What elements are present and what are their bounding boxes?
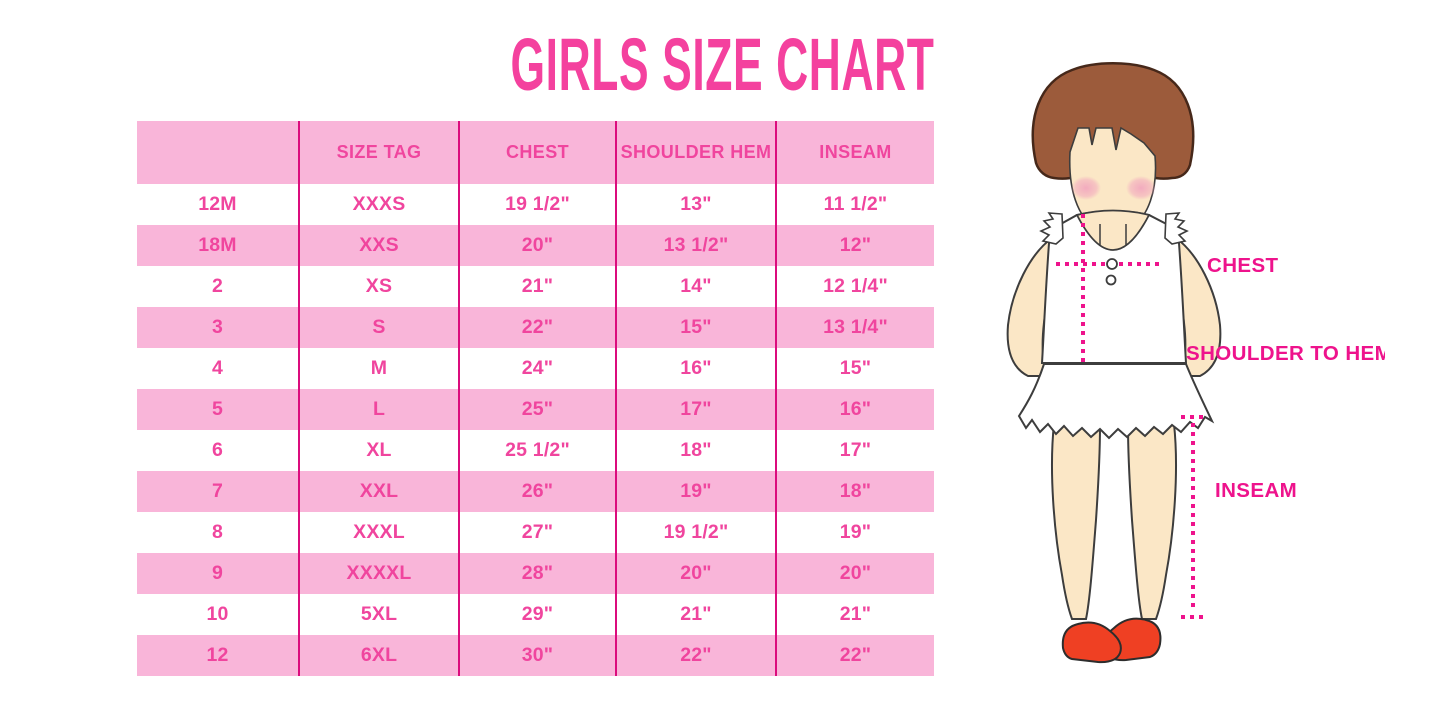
table-cell: 18" — [776, 471, 934, 512]
girl-top-button-2 — [1105, 274, 1117, 286]
table-row: 18M XXS 20" 13 1/2" 12" — [137, 225, 934, 266]
girl-top-button-1 — [1106, 258, 1118, 270]
girl-measurement-diagram: CHEST SHOULDER TO HEM INSEAM — [1006, 62, 1385, 664]
table-row: 7 XXL 26" 19" 18" — [137, 471, 934, 512]
table-cell: XXXXL — [299, 553, 460, 594]
table-cell: 26" — [459, 471, 617, 512]
table-cell: 13 1/2" — [616, 225, 777, 266]
column-header-chest: CHEST — [459, 121, 617, 184]
table-cell: 19" — [616, 471, 777, 512]
table-cell: 15" — [839, 357, 872, 379]
table-cell: 19 1/2" — [616, 512, 777, 553]
table-cell: 17" — [616, 389, 777, 430]
table-header-row: SIZE TAG CHEST SHOULDER HEM INSEAM — [137, 121, 934, 184]
table-cell: 27" — [459, 512, 617, 553]
girl-shoe-left — [1061, 621, 1122, 664]
table-cell: M — [299, 348, 460, 389]
table-cell: 3 — [137, 307, 300, 348]
girl-skirt — [1017, 363, 1215, 440]
girl-leg-left — [1051, 422, 1102, 620]
inseam-label: INSEAM — [1215, 479, 1297, 502]
table-cell: 24" — [459, 348, 617, 389]
table-cell: S — [299, 307, 460, 348]
table-cell: 12 1/4" — [823, 275, 888, 297]
table-cell: 4 — [137, 348, 300, 389]
table-cell: 16" — [616, 348, 777, 389]
table-cell: XL — [299, 430, 460, 471]
column-header-size-tag: SIZE TAG — [299, 121, 460, 184]
table-cell: 29" — [459, 594, 617, 635]
table-cell: 14" — [616, 266, 777, 307]
table-row: 5 L 25" 17" 16" — [137, 389, 934, 430]
girl-blush-left — [1071, 176, 1101, 200]
column-header-size — [137, 121, 300, 184]
column-header-shoulder-hem: SHOULDER HEM — [616, 121, 777, 184]
table-cell: 22" — [616, 635, 777, 676]
table-cell: 10 — [137, 594, 300, 635]
table-cell: 19" — [839, 521, 872, 543]
table-cell: 18" — [616, 430, 777, 471]
table-row: 6 XL 25 1/2" 18" 17" — [137, 430, 934, 471]
chest-label: CHEST — [1207, 254, 1279, 277]
table-cell: 30" — [459, 635, 617, 676]
table-cell: 5 — [137, 389, 300, 430]
table-cell: 22" — [776, 635, 934, 676]
table-cell: 20" — [776, 553, 934, 594]
table-cell: XXL — [299, 471, 460, 512]
size-table: SIZE TAG CHEST SHOULDER HEM INSEAM 12M X… — [137, 121, 934, 676]
page-title: GIRLS SIZE CHART — [510, 23, 935, 106]
table-cell: 21" — [616, 594, 777, 635]
girl-blush-right — [1126, 176, 1156, 200]
table-row: 12 6XL 30" 22" 22" — [137, 635, 934, 676]
girl-ruffle-right — [1164, 212, 1189, 245]
table-cell: 12 — [137, 635, 300, 676]
table-row: 10 5XL 29" 21" 21" — [137, 594, 934, 635]
table-cell: XXXS — [299, 184, 460, 225]
table-cell: 12" — [776, 225, 934, 266]
table-cell: L — [299, 389, 460, 430]
table-cell: 11 1/2" — [823, 193, 888, 215]
table-cell: 22" — [459, 307, 617, 348]
table-cell: 13" — [616, 184, 777, 225]
girl-leg-right — [1126, 422, 1177, 620]
table-row: 9 XXXXL 28" 20" 20" — [137, 553, 934, 594]
table-cell: 25 1/2" — [459, 430, 617, 471]
table-cell: 5XL — [299, 594, 460, 635]
table-cell: 19 1/2" — [459, 184, 617, 225]
girl-ruffle-left — [1039, 212, 1064, 245]
table-row: 2 XS 21" 14" 12 1/4" — [137, 266, 934, 307]
table-cell: 21" — [839, 603, 872, 625]
table-cell: 15" — [616, 307, 777, 348]
table-cell: 6XL — [299, 635, 460, 676]
table-cell: 7 — [137, 471, 300, 512]
table-cell: 8 — [137, 512, 300, 553]
table-cell: 6 — [137, 430, 300, 471]
table-cell: 20" — [459, 225, 617, 266]
column-header-inseam: INSEAM — [776, 121, 934, 184]
table-row: 12M XXXS 19 1/2" 13" 11 1/2" — [137, 184, 934, 225]
table-cell: XXXL — [299, 512, 460, 553]
girl-neck-lines — [1099, 224, 1127, 246]
table-cell: 28" — [459, 553, 617, 594]
table-cell: 25" — [459, 389, 617, 430]
table-cell: 18M — [137, 225, 300, 266]
table-cell: 13 1/4" — [776, 307, 934, 348]
girl-neckline — [1075, 209, 1151, 251]
table-row: 8 XXXL 27" 19 1/2" 19" — [137, 512, 934, 553]
table-row: 4 M 24" 16" 15" — [137, 348, 934, 389]
table-cell: 9 — [137, 553, 300, 594]
shoulder-to-hem-label: SHOULDER TO HEM — [1186, 342, 1385, 365]
table-cell: 2 — [137, 266, 300, 307]
table-cell: XXS — [299, 225, 460, 266]
table-cell: 16" — [776, 389, 934, 430]
table-cell: 20" — [616, 553, 777, 594]
table-cell: XS — [299, 266, 460, 307]
table-cell: 17" — [839, 439, 872, 461]
table-row: 3 S 22" 15" 13 1/4" — [137, 307, 934, 348]
table-cell: 12M — [137, 184, 300, 225]
table-cell: 21" — [459, 266, 617, 307]
